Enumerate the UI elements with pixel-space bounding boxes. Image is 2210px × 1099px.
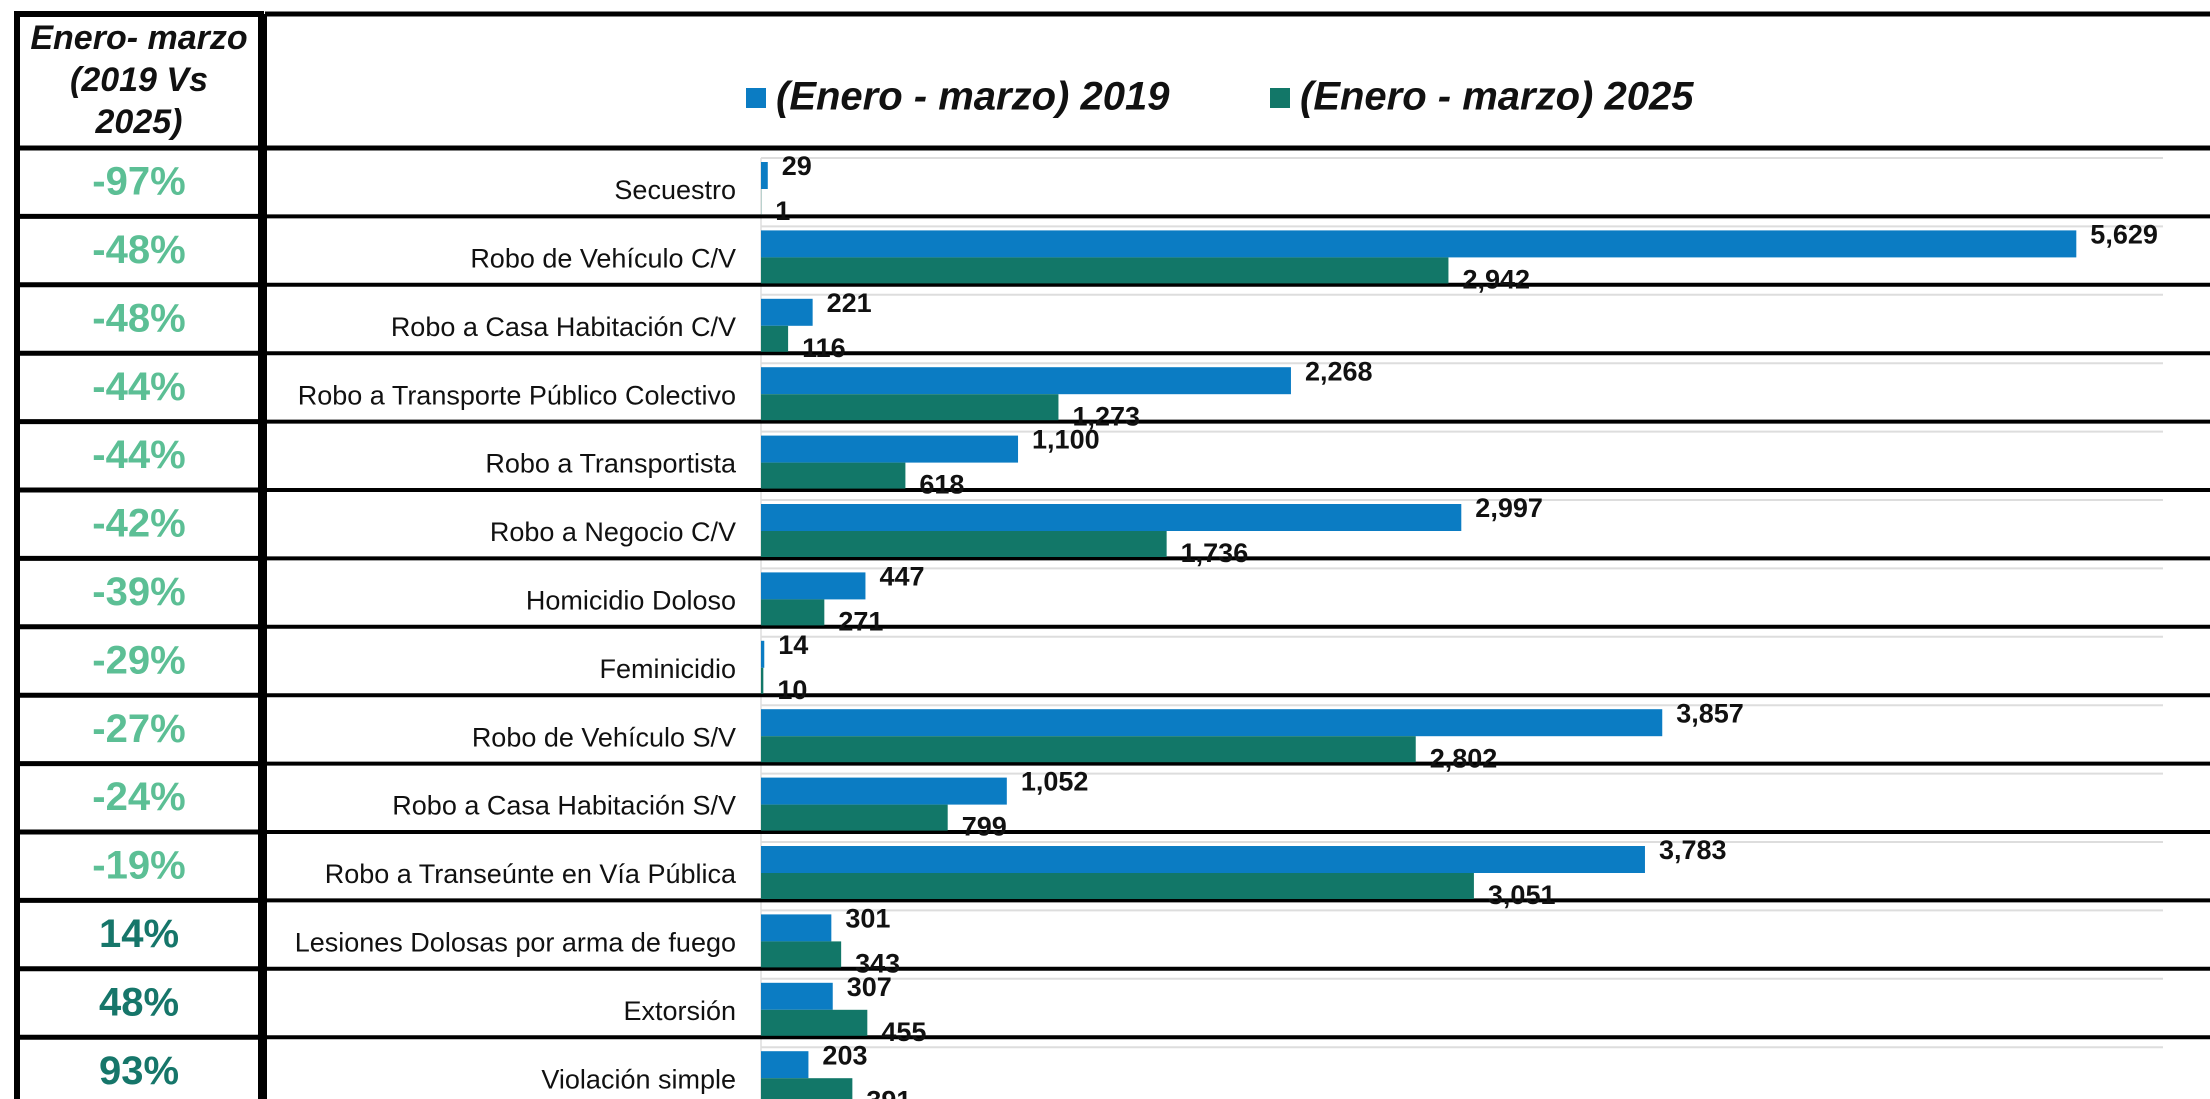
bar: [761, 230, 2077, 258]
bar: [761, 394, 1059, 421]
bar: [761, 941, 842, 968]
category-label: Violación simple: [541, 1064, 736, 1094]
value-label: 1,273: [1072, 401, 1140, 431]
legend-label: (Enero - marzo) 2025: [1300, 75, 1694, 119]
value-label: 14: [778, 630, 808, 660]
category-label: Robo a Transporte Público Colectivo: [298, 380, 736, 410]
table-header: (2019 Vs: [70, 61, 208, 99]
bar: [761, 1051, 809, 1079]
bar: [761, 667, 764, 694]
value-label: 2,997: [1475, 493, 1543, 523]
category-label: Lesiones Dolosas por arma de fuego: [295, 928, 736, 958]
legend-swatch: [746, 88, 766, 108]
category-label: Feminicidio: [599, 654, 736, 684]
change-value: -44%: [92, 433, 185, 477]
bar: [761, 572, 866, 600]
table-frame: [14, 11, 264, 1099]
value-label: 2,942: [1462, 265, 1530, 295]
category-label: Homicidio Doloso: [526, 586, 736, 616]
bar: [761, 462, 906, 489]
value-label: 1: [775, 196, 790, 226]
value-label: 3,857: [1676, 698, 1744, 728]
value-label: 203: [822, 1040, 867, 1070]
value-label: 3,051: [1488, 880, 1556, 910]
category-label: Robo de Vehículo S/V: [472, 722, 736, 752]
bar: [761, 1078, 853, 1099]
value-label: 343: [855, 949, 900, 979]
bar: [761, 736, 1416, 763]
value-label: 618: [919, 470, 964, 500]
value-label: 221: [827, 288, 872, 318]
bar: [761, 325, 789, 352]
value-label: 3,783: [1659, 835, 1727, 865]
bar: [761, 599, 825, 626]
value-label: 2,802: [1430, 743, 1498, 773]
bar: [761, 873, 1474, 899]
change-value: -19%: [92, 844, 185, 888]
value-label: 799: [962, 812, 1007, 842]
bar: [761, 531, 1167, 557]
value-label: 301: [845, 904, 890, 934]
value-label: 10: [777, 675, 807, 705]
legend-swatch: [1270, 88, 1290, 108]
category-label: Extorsión: [623, 996, 736, 1026]
table-header: 2025): [95, 103, 183, 141]
bar: [761, 257, 1449, 284]
change-value: -42%: [92, 502, 185, 546]
bar: [761, 1009, 868, 1036]
category-label: Robo a Casa Habitación S/V: [392, 791, 736, 821]
category-label: Robo a Transportista: [485, 449, 737, 479]
change-value: 93%: [99, 1049, 179, 1093]
value-label: 1,052: [1021, 767, 1089, 797]
category-label: Robo a Casa Habitación C/V: [391, 312, 736, 342]
change-value: 14%: [99, 912, 179, 956]
bar: [761, 367, 1291, 395]
category-label: Secuestro: [614, 175, 736, 205]
change-value: 48%: [99, 980, 179, 1024]
category-label: Robo a Transeúnte en Vía Pública: [325, 859, 737, 889]
change-value: -48%: [92, 296, 185, 340]
value-label: 447: [879, 562, 924, 592]
category-label: Robo de Vehículo C/V: [470, 244, 736, 274]
value-label: 2,268: [1305, 356, 1373, 386]
change-value: -27%: [92, 707, 185, 751]
table-header: Enero- marzo: [30, 19, 247, 57]
bar: [761, 709, 1663, 737]
value-label: 5,629: [2090, 220, 2158, 250]
value-label: 29: [782, 151, 812, 181]
change-value: -24%: [92, 775, 185, 819]
value-label: 116: [802, 333, 846, 363]
bar: [761, 804, 948, 831]
legend-label: (Enero - marzo) 2019: [776, 75, 1170, 119]
bar: [761, 162, 768, 189]
change-value: -97%: [92, 160, 185, 204]
value-label: 455: [881, 1017, 926, 1047]
value-label: 391: [866, 1085, 911, 1099]
bar: [761, 777, 1007, 805]
bar: [761, 846, 1645, 873]
bar: [761, 914, 832, 942]
change-value: -29%: [92, 638, 185, 682]
bar: [761, 640, 765, 668]
change-value: -48%: [92, 228, 185, 272]
bar: [761, 982, 833, 1010]
category-label: Robo a Negocio C/V: [490, 517, 736, 547]
bar: [761, 504, 1462, 531]
change-value: -44%: [92, 365, 185, 409]
value-label: 307: [847, 972, 892, 1002]
bar: [761, 435, 1019, 463]
bar: [761, 298, 813, 326]
value-label: 271: [838, 607, 883, 637]
value-label: 1,736: [1181, 538, 1249, 568]
value-label: 1,100: [1032, 425, 1100, 455]
change-value: -39%: [92, 570, 185, 614]
